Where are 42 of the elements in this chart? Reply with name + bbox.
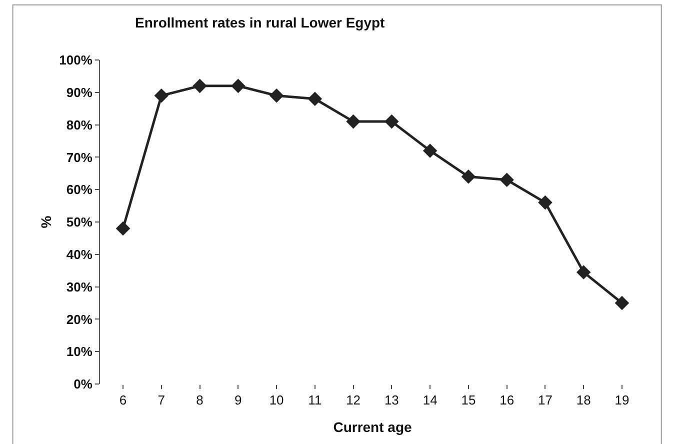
y-tick-label: 90% bbox=[66, 84, 93, 100]
point bbox=[346, 114, 360, 129]
point bbox=[116, 221, 130, 236]
point bbox=[269, 88, 284, 103]
y-tick-label: 0% bbox=[74, 376, 93, 392]
x-tick-label: 8 bbox=[196, 392, 204, 408]
x-tick-label: 9 bbox=[234, 392, 242, 408]
x-tick-label: 12 bbox=[346, 392, 361, 408]
y-tick-label: 30% bbox=[66, 279, 93, 294]
x-tick-label: 7 bbox=[158, 392, 166, 408]
point bbox=[500, 172, 514, 188]
y-tick-label: 60% bbox=[66, 182, 93, 198]
y-tick-label: 40% bbox=[66, 246, 93, 262]
x-tick-label: 13 bbox=[384, 392, 399, 408]
point bbox=[614, 296, 630, 310]
point bbox=[538, 195, 552, 210]
y-tick-label: 70% bbox=[66, 150, 93, 165]
x-tick-label: 11 bbox=[308, 392, 322, 408]
y-tick-label: 20% bbox=[66, 312, 93, 327]
point bbox=[154, 88, 169, 103]
x-tick-label: 6 bbox=[119, 392, 127, 408]
x-axis-title: Current age bbox=[333, 418, 412, 435]
x-tick-label: 14 bbox=[422, 392, 438, 408]
x-tick-label: 17 bbox=[538, 392, 552, 408]
y-tick-label: 50% bbox=[66, 214, 93, 230]
point bbox=[576, 265, 591, 280]
y-axis-title: % bbox=[38, 215, 54, 228]
x-tick-label: 15 bbox=[461, 392, 476, 408]
point bbox=[422, 144, 438, 158]
x-tick-label: 16 bbox=[500, 392, 514, 408]
y-tick-label: 80% bbox=[66, 117, 93, 132]
y-tick-label: 100% bbox=[59, 52, 93, 68]
point bbox=[461, 169, 476, 184]
x-tick-label: 19 bbox=[614, 392, 630, 408]
point bbox=[384, 114, 399, 129]
x-tick-label: 10 bbox=[269, 392, 284, 408]
x-tick-label: 18 bbox=[576, 392, 591, 408]
y-tick-label: 10% bbox=[66, 344, 93, 360]
chart-title: Enrollment rates in rural Lower Egypt bbox=[135, 14, 386, 31]
point bbox=[192, 78, 207, 94]
point bbox=[308, 92, 322, 106]
point bbox=[231, 78, 246, 94]
